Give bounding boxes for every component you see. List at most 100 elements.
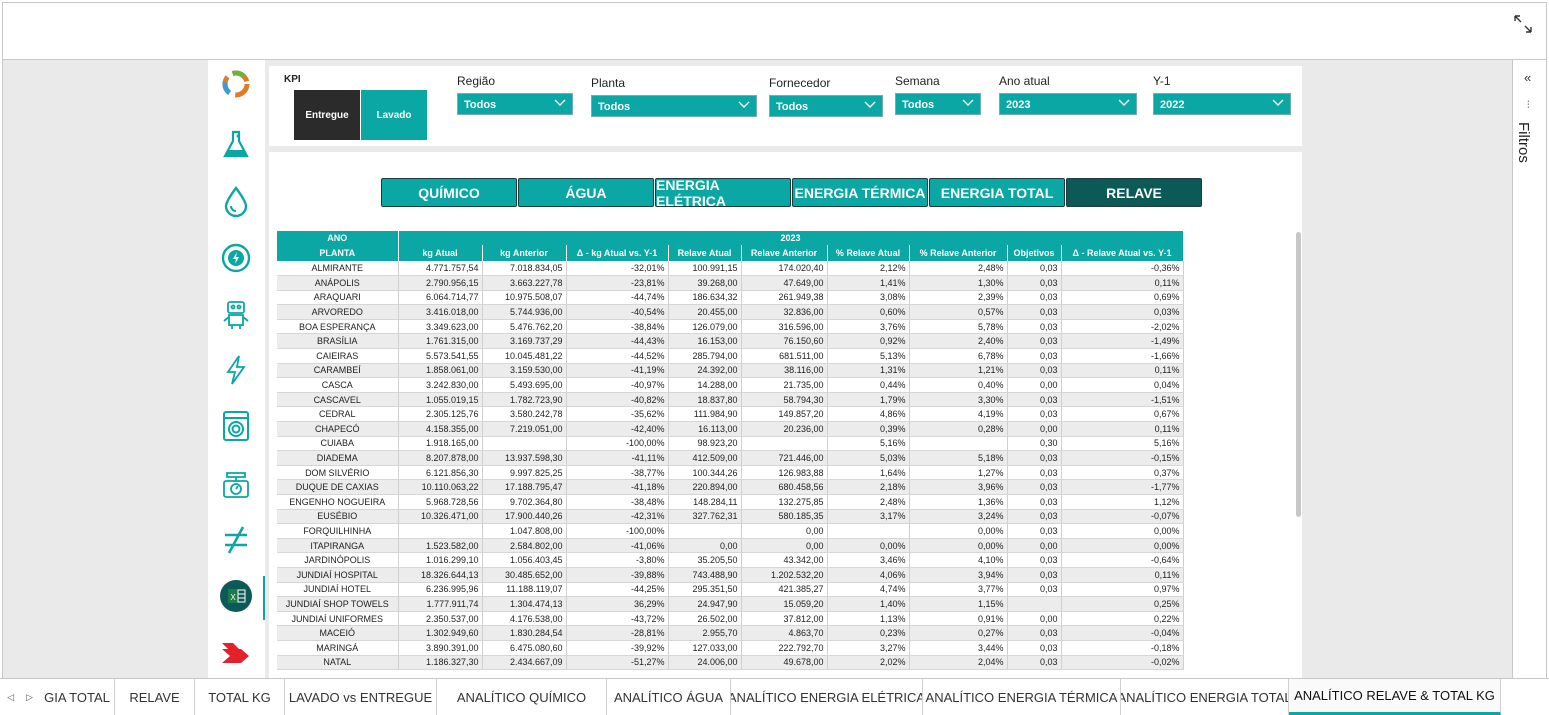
column-header[interactable]: kg Atual: [398, 245, 483, 261]
robot-icon[interactable]: [218, 296, 254, 332]
value-cell: 0,03: [1007, 465, 1062, 481]
tab-relave[interactable]: RELAVE: [1066, 178, 1202, 207]
page-tab[interactable]: ANALÍTICO ENERGIA ELÉTRICA: [731, 679, 923, 715]
flask-icon[interactable]: [218, 126, 254, 162]
value-cell: 18.326.644,13: [398, 567, 483, 583]
washing-machine-icon[interactable]: [218, 408, 254, 444]
slicer-dropdown[interactable]: Todos: [895, 93, 981, 115]
slicer-dropdown[interactable]: Todos: [457, 93, 573, 115]
value-cell: 127.033,00: [668, 640, 742, 656]
slicer-label: Fornecedor: [769, 76, 831, 90]
planta-cell: ENGENHO NOGUEIRA: [277, 494, 399, 510]
table-row: BRASÍLIA 1.761.315,00 3.169.737,29 -44,43% 1…: [277, 333, 1184, 350]
arrow-logo-icon[interactable]: [218, 636, 254, 672]
chevron-down-icon: [962, 99, 974, 106]
table-row: JUNDIAÍ SHOP TOWELS 1.777.911,74 1.304.474…: [277, 596, 1184, 612]
value-cell: 17.188.795,47: [482, 479, 567, 495]
page-tab[interactable]: LAVADO vs ENTREGUE: [285, 679, 437, 715]
page-tab[interactable]: GIA TOTAL: [40, 679, 115, 715]
slicer-dropdown[interactable]: 2023: [999, 93, 1137, 115]
value-cell: 2,39%: [909, 290, 1008, 306]
value-cell: 0,11%: [1061, 567, 1184, 583]
planta-cell: CASCA: [277, 377, 399, 393]
active-nav-indicator: [263, 576, 265, 620]
planta-slicer[interactable]: Planta Todos: [591, 76, 757, 117]
page-tab[interactable]: RELAVE: [115, 679, 195, 715]
tab-quimico[interactable]: QUÍMICO: [381, 178, 517, 207]
energy-cycle-icon[interactable]: [218, 240, 254, 276]
slicer-dropdown[interactable]: Todos: [769, 95, 883, 117]
not-equal-icon[interactable]: [218, 522, 254, 558]
kpi-entregue-button[interactable]: Entregue: [294, 90, 360, 140]
value-cell: 24.392,00: [668, 363, 742, 379]
table-row: JUNDIAÍ UNIFORMES 2.350.537,00 4.176.538,0…: [277, 611, 1184, 627]
value-cell: -51,27%: [566, 655, 669, 671]
lightning-icon[interactable]: [218, 352, 254, 388]
column-header[interactable]: Relave Anterior: [741, 245, 828, 261]
value-cell: -41,06%: [566, 538, 669, 554]
tab-energia-termica[interactable]: ENERGIA TÉRMICA: [792, 178, 928, 207]
column-header[interactable]: % Relave Anterior: [909, 245, 1008, 261]
value-cell: 1.918.165,00: [398, 436, 483, 452]
page-tab[interactable]: ANALÍTICO ENERGIA TOTAL: [1121, 679, 1289, 715]
value-cell: 4,86%: [827, 406, 910, 423]
value-cell: 0,00%: [909, 538, 1008, 554]
chevron-down-icon: [1272, 99, 1284, 106]
collapse-filters-button[interactable]: «: [1524, 70, 1532, 85]
value-cell: 1.186.327,30: [398, 655, 483, 671]
tab-energia-eletrica[interactable]: ENERGIA ELÉTRICA: [655, 177, 791, 209]
tab-agua[interactable]: ÁGUA: [518, 178, 654, 207]
column-header[interactable]: Relave Atual: [668, 245, 742, 261]
value-cell: 76.150,60: [741, 333, 828, 350]
column-header[interactable]: Δ - Relave Atual vs. Y-1: [1061, 245, 1184, 261]
chevron-left-icon[interactable]: ◁: [7, 691, 14, 702]
chevron-down-icon: [864, 101, 876, 108]
slicer-dropdown[interactable]: 2022: [1153, 93, 1291, 115]
page-tab[interactable]: ANALÍTICO ENERGIA TÉRMICA: [923, 679, 1121, 715]
value-cell: 2,48%: [909, 261, 1008, 277]
filters-pane-label[interactable]: Filtros: [1515, 122, 1532, 163]
y-1-slicer[interactable]: Y-1 2022: [1153, 74, 1291, 115]
planta-cell: CASCAVEL: [277, 392, 399, 408]
fornecedor-slicer[interactable]: Fornecedor Todos: [769, 76, 883, 117]
column-header[interactable]: Δ - kg Atual vs. Y-1: [566, 245, 669, 261]
report-header-bar: [2, 2, 1547, 60]
value-cell: 6,78%: [909, 348, 1008, 364]
expand-icon[interactable]: [1512, 13, 1534, 35]
page-tab[interactable]: ANALÍTICO ÁGUA: [607, 679, 731, 715]
report-canvas: X KPI Entregue Lavado Região Todos Plant…: [2, 60, 1512, 678]
value-cell: 100.991,15: [668, 261, 742, 277]
value-cell: 1.202.532,20: [741, 567, 828, 583]
scale-icon[interactable]: [218, 466, 254, 502]
page-tab[interactable]: ANALÍTICO RELAVE & TOTAL KG: [1289, 679, 1501, 715]
value-cell: 0,03: [1007, 509, 1062, 525]
water-drop-icon[interactable]: [218, 184, 254, 220]
column-header[interactable]: PLANTA: [277, 245, 399, 261]
value-cell: 1,12%: [1061, 494, 1184, 510]
tab-energia-total[interactable]: ENERGIA TOTAL: [929, 178, 1065, 207]
value-cell: 3.580.242,78: [482, 406, 567, 423]
table-scrollbar[interactable]: [1296, 232, 1301, 517]
value-cell: 2,48%: [827, 494, 910, 510]
value-cell: 1,79%: [827, 392, 910, 408]
ano-atual-slicer[interactable]: Ano atual 2023: [999, 74, 1137, 115]
value-cell: 0,03: [1007, 333, 1062, 350]
value-cell: 35.205,50: [668, 552, 742, 568]
kpi-lavado-button[interactable]: Lavado: [361, 90, 427, 140]
column-header[interactable]: % Relave Atual: [827, 245, 910, 261]
table-row: JUNDIAÍ HOSPITAL 18.326.644,13 30.485.652,…: [277, 567, 1184, 583]
value-cell: 1.302.949,60: [398, 625, 483, 641]
chevron-right-icon[interactable]: ▷: [26, 691, 33, 702]
page-tab[interactable]: TOTAL KG: [195, 679, 285, 715]
semana-slicer[interactable]: Semana Todos: [895, 74, 981, 115]
column-header[interactable]: Objetivos: [1007, 245, 1062, 261]
column-header[interactable]: kg Anterior: [482, 245, 567, 261]
excel-icon[interactable]: X: [218, 578, 254, 614]
value-cell: 13.937.598,30: [482, 450, 567, 466]
value-cell: 412.509,00: [668, 450, 742, 466]
page-nav-arrows[interactable]: ◁ ▷: [0, 679, 40, 715]
recycle-logo-icon[interactable]: [218, 66, 254, 102]
regiao-slicer[interactable]: Região Todos: [457, 74, 573, 115]
page-tab[interactable]: ANALÍTICO QUÍMICO: [437, 679, 607, 715]
slicer-dropdown[interactable]: Todos: [591, 95, 757, 117]
